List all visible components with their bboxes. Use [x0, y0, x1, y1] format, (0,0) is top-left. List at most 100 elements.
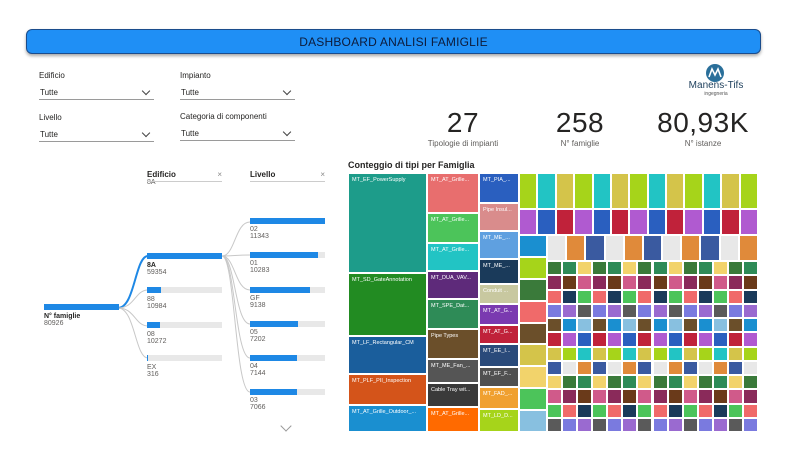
treemap-tile[interactable] [629, 173, 648, 209]
treemap-tile[interactable] [739, 209, 758, 235]
treemap-tile[interactable] [697, 318, 713, 333]
treemap-tile[interactable] [682, 389, 698, 404]
treemap-tile[interactable] [574, 209, 593, 235]
treemap-tile[interactable] [519, 388, 547, 411]
treemap-tile[interactable] [607, 261, 623, 276]
treemap-tile[interactable] [585, 235, 605, 261]
treemap-tile[interactable] [667, 261, 683, 276]
treemap-tile[interactable] [647, 209, 667, 235]
treemap-tile[interactable] [727, 360, 743, 375]
treemap-tile[interactable] [742, 375, 758, 390]
treemap-tile[interactable] [702, 209, 722, 235]
treemap-tile[interactable] [742, 303, 758, 318]
treemap-tile[interactable] [622, 303, 638, 318]
treemap-tile[interactable] [666, 209, 685, 235]
treemap-tile[interactable] [519, 256, 547, 279]
treemap-tile[interactable] [547, 261, 563, 276]
treemap-tile[interactable] [592, 289, 608, 304]
treemap-tile[interactable] [592, 261, 608, 276]
treemap-tile[interactable] [682, 332, 698, 347]
treemap-tile[interactable] [622, 360, 638, 375]
treemap-tile[interactable] [721, 209, 740, 235]
treemap-tile[interactable] [647, 173, 667, 209]
treemap-tile[interactable] [547, 303, 563, 318]
treemap-tile[interactable] [637, 375, 653, 390]
slicer-impianto-dropdown[interactable]: Tutte [180, 85, 295, 100]
treemap-tile[interactable] [681, 235, 701, 261]
treemap-tile[interactable] [592, 403, 608, 418]
treemap-tile[interactable] [652, 318, 668, 333]
close-icon[interactable]: × [320, 170, 325, 179]
treemap-tile[interactable] [610, 173, 630, 209]
treemap-tile[interactable] [697, 346, 713, 361]
treemap-tile[interactable] [637, 403, 653, 418]
treemap-tile[interactable]: Cable Tray wit... [427, 383, 479, 407]
treemap-tile[interactable] [637, 332, 653, 347]
treemap-tile[interactable] [607, 332, 623, 347]
treemap-tile[interactable] [607, 289, 623, 304]
treemap-tile[interactable] [697, 375, 713, 390]
treemap-tile[interactable] [562, 389, 578, 404]
treemap-tile[interactable] [667, 318, 683, 333]
treemap-tile[interactable] [652, 332, 668, 347]
treemap-tile[interactable] [682, 375, 698, 390]
treemap-tile[interactable]: MT_AT_G... [479, 304, 519, 325]
tree-header-livello[interactable]: Livello × [250, 170, 325, 182]
treemap-tile[interactable] [637, 417, 653, 432]
treemap-tile[interactable] [697, 275, 713, 290]
treemap-tile[interactable] [622, 375, 638, 390]
treemap-tile[interactable] [562, 332, 578, 347]
treemap-tile[interactable]: MT_EE_I... [479, 344, 519, 367]
treemap-tile[interactable] [742, 346, 758, 361]
treemap-tile[interactable]: MT_AT_Grille... [427, 173, 479, 213]
tree-node-livello[interactable]: GF 9138 [250, 287, 325, 309]
treemap-tile[interactable] [667, 417, 683, 432]
treemap-tile[interactable] [742, 360, 758, 375]
treemap-tile[interactable] [652, 417, 668, 432]
treemap-tile[interactable] [607, 403, 623, 418]
treemap-tile[interactable]: MT_EF_F... [479, 367, 519, 387]
treemap-tile[interactable] [607, 389, 623, 404]
treemap-tile[interactable] [622, 289, 638, 304]
treemap-tile[interactable]: MT_ME_... [479, 231, 519, 259]
treemap-tile[interactable] [592, 303, 608, 318]
treemap-tile[interactable] [592, 346, 608, 361]
treemap-tile[interactable] [712, 318, 728, 333]
treemap-tile[interactable]: MT_FAD_... [479, 387, 519, 409]
treemap-tile[interactable] [742, 289, 758, 304]
treemap-tile[interactable] [682, 303, 698, 318]
treemap-tile[interactable] [592, 389, 608, 404]
treemap-tile[interactable]: MT_AT_Grille... [427, 213, 479, 243]
treemap-tile[interactable] [607, 375, 623, 390]
treemap-tile[interactable]: MT_AT_Grille_Outdoor_... [348, 405, 427, 432]
treemap-tile[interactable] [697, 360, 713, 375]
treemap-tile[interactable] [667, 332, 683, 347]
tree-node-livello[interactable]: 03 7066 [250, 389, 325, 411]
treemap-tile[interactable] [547, 389, 563, 404]
tree-node-livello[interactable]: 05 7202 [250, 321, 325, 343]
treemap-tile[interactable] [727, 303, 743, 318]
treemap-tile[interactable] [577, 389, 593, 404]
tree-node-edificio[interactable]: 08 10272 [147, 322, 222, 345]
treemap-tile[interactable] [577, 318, 593, 333]
treemap-tile[interactable] [727, 332, 743, 347]
treemap-tile[interactable] [622, 417, 638, 432]
treemap-tile[interactable] [652, 346, 668, 361]
treemap-tile[interactable] [547, 332, 563, 347]
tree-root-node[interactable]: N° famiglie 80926 [44, 304, 119, 327]
treemap-tile[interactable] [712, 303, 728, 318]
treemap-tile[interactable] [742, 318, 758, 333]
treemap-tile[interactable] [562, 261, 578, 276]
treemap-tile[interactable] [519, 344, 547, 367]
treemap-tile[interactable] [667, 289, 683, 304]
treemap-tile[interactable]: Pipe Types [427, 329, 479, 359]
treemap-tile[interactable] [727, 403, 743, 418]
treemap-tile[interactable] [607, 303, 623, 318]
treemap-tile[interactable]: MT_AT_Grille... [427, 243, 479, 271]
treemap-tile[interactable] [592, 375, 608, 390]
treemap-tile[interactable] [652, 289, 668, 304]
treemap-tile[interactable] [577, 275, 593, 290]
treemap-tile[interactable] [697, 289, 713, 304]
tree-node-edificio[interactable]: EX 316 [147, 355, 222, 378]
treemap-tile[interactable] [562, 289, 578, 304]
